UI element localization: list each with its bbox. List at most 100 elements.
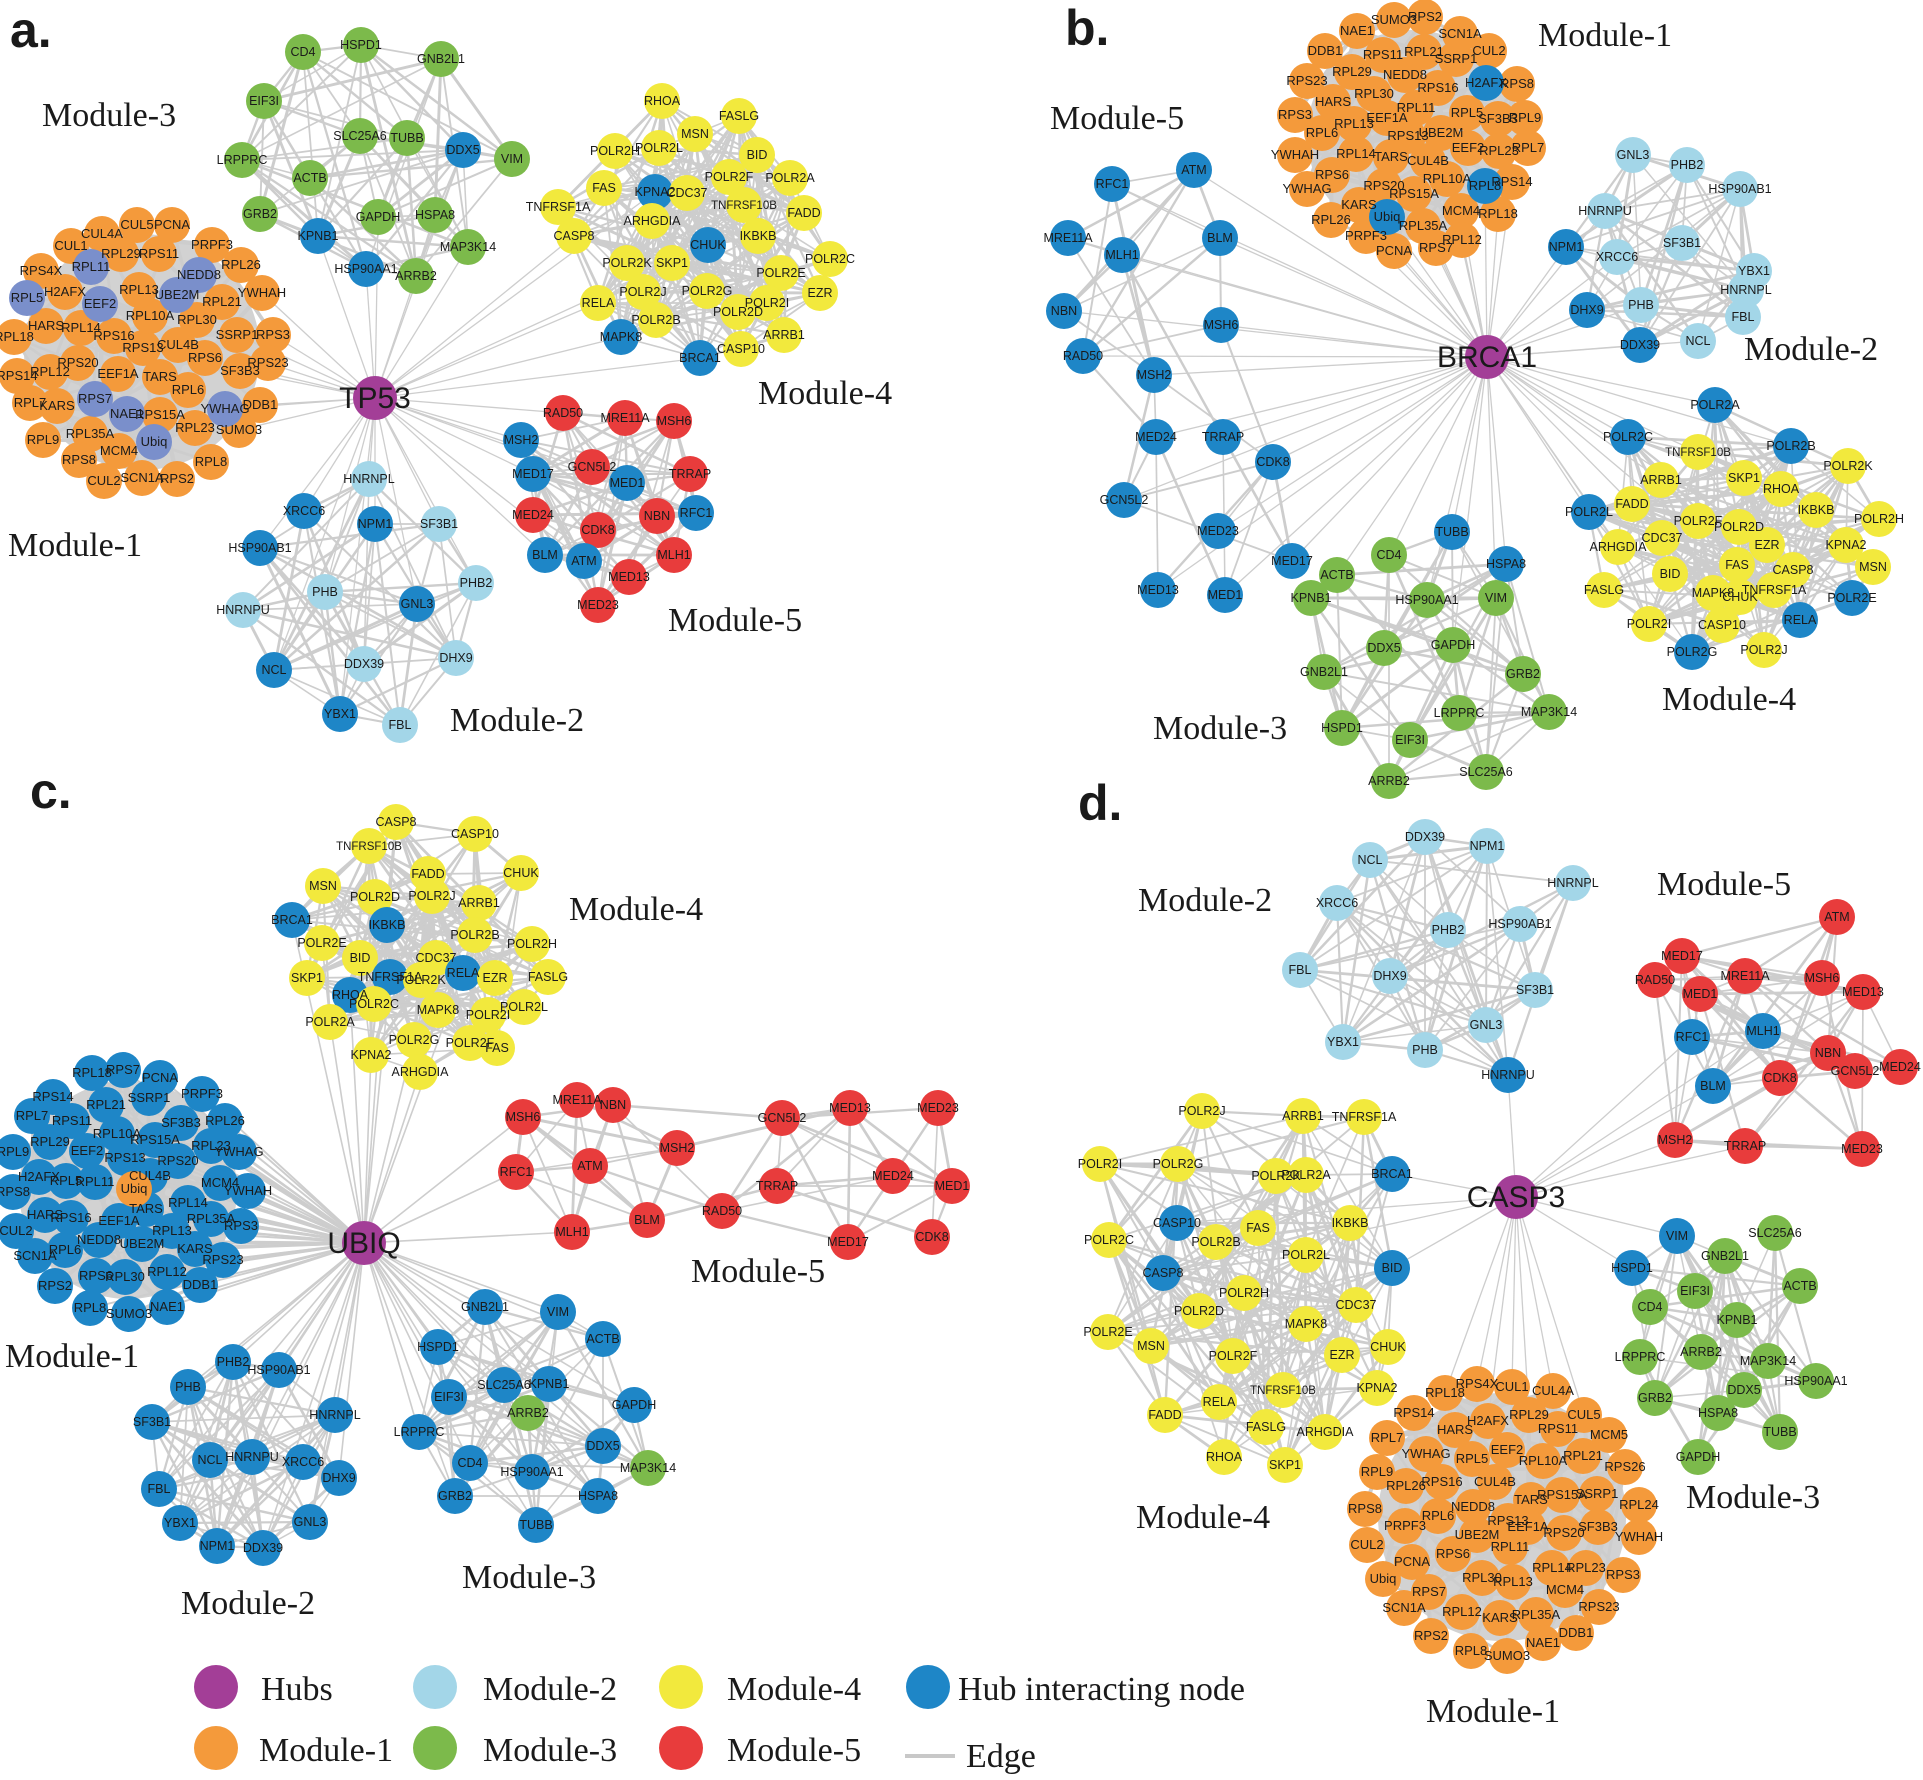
- svg-text:RPS3: RPS3: [224, 1218, 258, 1233]
- svg-text:RPS16: RPS16: [1421, 1474, 1462, 1489]
- svg-text:Module-1: Module-1: [5, 1338, 139, 1375]
- svg-text:DDX39: DDX39: [1620, 338, 1660, 352]
- svg-text:HSP90AA1: HSP90AA1: [500, 1465, 563, 1479]
- svg-text:RPS16: RPS16: [93, 328, 134, 343]
- svg-text:POLR2J: POLR2J: [619, 285, 666, 299]
- svg-text:YBX1: YBX1: [1738, 264, 1770, 278]
- svg-text:SSRP1: SSRP1: [216, 327, 259, 342]
- svg-text:GCN5L2: GCN5L2: [568, 460, 617, 474]
- svg-text:TP53: TP53: [339, 382, 411, 415]
- svg-text:NPM1: NPM1: [1470, 839, 1505, 853]
- svg-text:TNFRSF1A: TNFRSF1A: [1332, 1110, 1397, 1124]
- svg-text:MED13: MED13: [829, 1101, 871, 1115]
- svg-text:CDK8: CDK8: [1763, 1071, 1796, 1085]
- svg-text:SLC25A6: SLC25A6: [1748, 1226, 1802, 1240]
- svg-text:FAS: FAS: [485, 1041, 509, 1055]
- svg-text:SCN1A: SCN1A: [1382, 1600, 1426, 1615]
- svg-text:POLR2E: POLR2E: [1827, 591, 1876, 605]
- svg-text:RPS2: RPS2: [1414, 1628, 1448, 1643]
- svg-text:IKBKB: IKBKB: [1332, 1216, 1369, 1230]
- svg-text:RPS14: RPS14: [0, 368, 38, 383]
- svg-text:RELA: RELA: [1784, 613, 1817, 627]
- svg-text:MED23: MED23: [1841, 1142, 1883, 1156]
- svg-text:RPL21: RPL21: [1563, 1448, 1603, 1463]
- svg-text:BRCA1: BRCA1: [679, 351, 721, 365]
- svg-text:RPL5: RPL5: [11, 290, 44, 305]
- svg-text:c.: c.: [30, 763, 72, 819]
- svg-text:ARRB1: ARRB1: [1282, 1109, 1324, 1123]
- svg-text:DDB1: DDB1: [1308, 43, 1343, 58]
- svg-text:TNFRSF1A: TNFRSF1A: [526, 200, 591, 214]
- svg-text:RHOA: RHOA: [332, 988, 369, 1002]
- svg-text:MED23: MED23: [577, 598, 619, 612]
- svg-text:KARS: KARS: [1482, 1610, 1518, 1625]
- svg-text:CUL4A: CUL4A: [81, 226, 123, 241]
- svg-text:DHX9: DHX9: [439, 651, 472, 665]
- svg-text:CDK8: CDK8: [581, 523, 614, 537]
- svg-text:CD4: CD4: [1637, 1300, 1662, 1314]
- svg-text:UBE2M: UBE2M: [1419, 125, 1464, 140]
- svg-text:RPL29: RPL29: [30, 1134, 70, 1149]
- svg-text:RPS16: RPS16: [1417, 80, 1458, 95]
- svg-text:Module-5: Module-5: [1050, 100, 1184, 137]
- svg-text:FBL: FBL: [389, 718, 412, 732]
- svg-text:RPS7: RPS7: [106, 1062, 140, 1077]
- svg-text:RPS15A: RPS15A: [135, 407, 185, 422]
- svg-text:GRB2: GRB2: [243, 207, 277, 221]
- svg-text:DHX9: DHX9: [322, 1471, 355, 1485]
- svg-text:NAE1: NAE1: [110, 406, 144, 421]
- svg-text:GRB2: GRB2: [1638, 1391, 1672, 1405]
- svg-text:SSRP1: SSRP1: [128, 1090, 171, 1105]
- svg-text:MLH1: MLH1: [657, 548, 690, 562]
- svg-text:RPL5: RPL5: [50, 1173, 83, 1188]
- svg-text:PCNA: PCNA: [1376, 243, 1412, 258]
- svg-text:RELA: RELA: [1203, 1395, 1236, 1409]
- svg-text:RPL35A: RPL35A: [66, 426, 115, 441]
- svg-text:MSH2: MSH2: [504, 433, 539, 447]
- svg-text:MED1: MED1: [610, 476, 645, 490]
- svg-text:POLR2I: POLR2I: [745, 296, 789, 310]
- svg-text:RHOA: RHOA: [1763, 482, 1800, 496]
- svg-text:POLR2I: POLR2I: [1078, 1157, 1122, 1171]
- svg-text:Module-2: Module-2: [1744, 331, 1878, 368]
- svg-text:CD4: CD4: [290, 45, 315, 59]
- svg-text:UBE2M: UBE2M: [120, 1236, 165, 1251]
- svg-text:H2AFX: H2AFX: [1467, 1413, 1509, 1428]
- svg-text:HSP90AB1: HSP90AB1: [1708, 182, 1771, 196]
- svg-text:POLR2H: POLR2H: [1854, 512, 1904, 526]
- svg-text:GNB2L1: GNB2L1: [1701, 1249, 1749, 1263]
- svg-text:RPL35A: RPL35A: [1512, 1607, 1561, 1622]
- svg-text:EEF1A: EEF1A: [1507, 1519, 1549, 1534]
- svg-text:RPS4X: RPS4X: [1456, 1376, 1499, 1391]
- svg-text:NCL: NCL: [1685, 334, 1710, 348]
- svg-text:POLR2H: POLR2H: [590, 144, 640, 158]
- svg-text:LRPPRC: LRPPRC: [217, 153, 268, 167]
- svg-text:POLR2K: POLR2K: [1251, 1169, 1301, 1183]
- svg-text:NPM1: NPM1: [200, 1539, 235, 1553]
- svg-text:VIM: VIM: [547, 1305, 569, 1319]
- svg-text:TARS: TARS: [1374, 149, 1408, 164]
- svg-text:SLC25A6: SLC25A6: [333, 129, 387, 143]
- svg-text:Module-2: Module-2: [1138, 882, 1272, 919]
- svg-text:CDC37: CDC37: [667, 186, 708, 200]
- svg-text:CDK8: CDK8: [1256, 455, 1289, 469]
- svg-text:POLR2B: POLR2B: [450, 928, 499, 942]
- svg-text:RHOA: RHOA: [1206, 1450, 1243, 1464]
- svg-text:RPL26: RPL26: [221, 257, 261, 272]
- svg-text:HSPD1: HSPD1: [340, 38, 382, 52]
- svg-text:SLC25A6: SLC25A6: [477, 1378, 531, 1392]
- svg-text:Module-2: Module-2: [483, 1671, 617, 1708]
- svg-text:Module-3: Module-3: [483, 1732, 617, 1769]
- svg-text:MED13: MED13: [1842, 985, 1884, 999]
- svg-text:EEF1A: EEF1A: [1366, 110, 1408, 125]
- svg-text:CASP8: CASP8: [1773, 563, 1814, 577]
- svg-text:XRCC6: XRCC6: [283, 504, 325, 518]
- svg-text:TUBB: TUBB: [1435, 525, 1468, 539]
- svg-text:MSH6: MSH6: [657, 414, 692, 428]
- svg-text:TARS: TARS: [143, 369, 177, 384]
- svg-text:KARS: KARS: [177, 1241, 213, 1256]
- svg-text:SUMO3: SUMO3: [1371, 12, 1417, 27]
- svg-text:Edge: Edge: [966, 1738, 1036, 1775]
- svg-text:TUBB: TUBB: [1763, 1425, 1796, 1439]
- svg-text:SCN1A: SCN1A: [1438, 26, 1482, 41]
